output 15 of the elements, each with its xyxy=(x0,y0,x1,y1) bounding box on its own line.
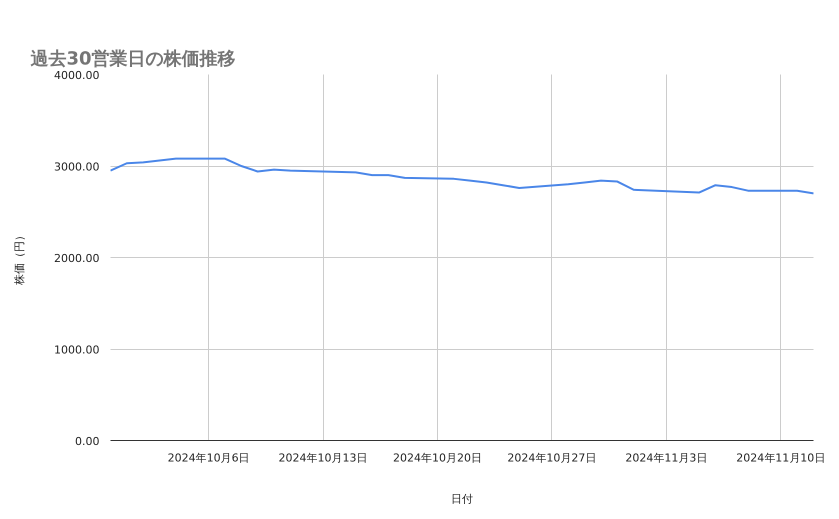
y-tick-label: 2000.00 xyxy=(54,252,100,265)
line-series xyxy=(110,158,814,194)
x-tick-label: 2024年11月3日 xyxy=(625,452,708,464)
x-tick-label: 2024年10月13日 xyxy=(278,452,368,464)
y-tick-label: 4000.00 xyxy=(54,69,100,82)
x-axis-title: 日付 xyxy=(451,492,473,506)
chart-title: 過去30営業日の株価推移 xyxy=(30,48,236,70)
y-tick-label: 1000.00 xyxy=(54,344,100,356)
x-tick-label: 2024年10月20日 xyxy=(392,452,482,464)
x-tick-label: 2024年10月27日 xyxy=(507,452,596,464)
y-tick-label: 3000.00 xyxy=(54,160,100,174)
x-tick-label: 2024年11月10日 xyxy=(736,452,826,464)
y-axis-title: 株価（円） xyxy=(13,230,26,286)
x-tick-label: 2024年10月6日 xyxy=(168,452,250,464)
y-tick-label: 0.00 xyxy=(75,435,100,448)
